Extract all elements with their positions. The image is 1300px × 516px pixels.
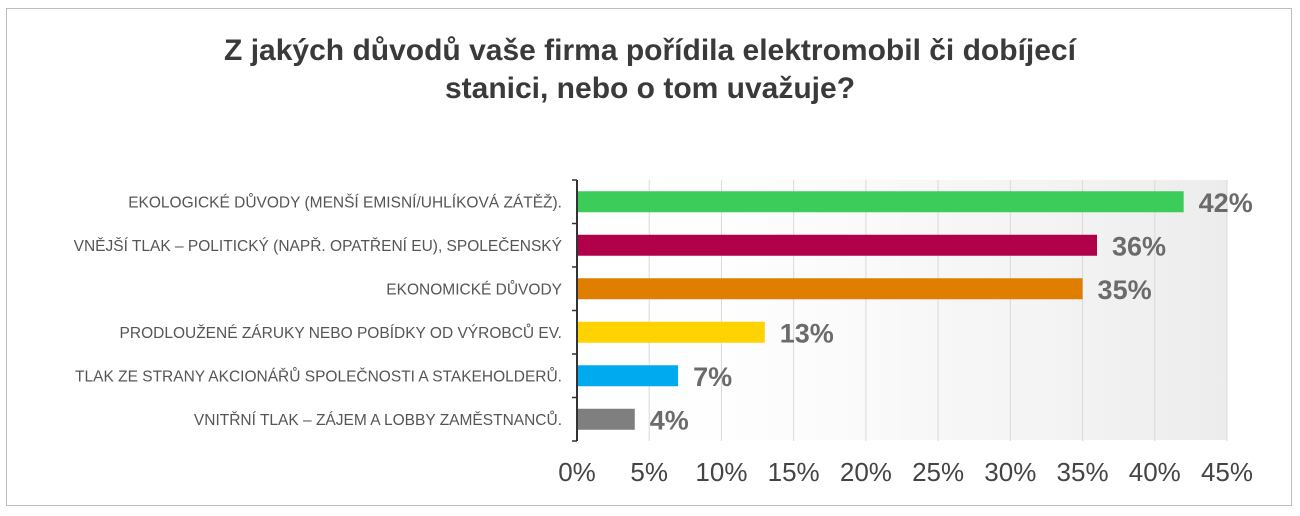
bar [578,234,1097,256]
chart-title-line-1: Z jakých důvodů vaše firma pořídila elek… [224,34,1076,67]
category-label: TLAK ZE STRANY AKCIONÁŘŮ SPOLEČNOSTI A S… [75,367,562,385]
plot-area [577,180,1227,440]
bar [578,321,765,343]
x-tick-label: 20% [840,457,892,487]
x-tick-label: 0% [558,457,596,487]
category-label: PRODLOUŽENÉ ZÁRUKY NEBO POBÍDKY OD VÝROB… [120,324,562,342]
category-label: EKOLOGICKÉ DŮVODY (MENŠÍ EMISNÍ/UHLÍKOVÁ… [128,193,562,211]
x-tick-label: 35% [1057,457,1109,487]
x-tick-label: 30% [984,457,1036,487]
value-labels: 42% 36% 35% 13% 7%4% [650,188,1253,436]
bar [578,278,1083,300]
x-tick-label: 5% [630,457,668,487]
value-label: 35% [1098,275,1152,305]
x-tick-label: 45% [1201,457,1253,487]
x-tick-label: 15% [768,457,820,487]
bar [578,408,635,430]
value-label: 7% [693,362,732,392]
value-label: 13% [780,318,834,348]
category-label: VNĚJŠÍ TLAK – POLITICKÝ (NAPŘ. OPATŘENÍ … [74,238,562,255]
value-label: 36% [1112,231,1166,261]
value-label: 42% [1199,188,1253,218]
chart-title-line-2: stanici, nebo o tom uvažuje? [444,72,856,105]
gridlines [648,180,1228,441]
bars [578,191,1184,430]
bar [578,365,679,387]
bar [578,191,1184,213]
category-label: EKONOMICKÉ DŮVODY [386,280,562,298]
y-axis [572,179,578,442]
category-label: VNITŘNÍ TLAK – ZÁJEM A LOBBY ZAMĚSTNANCŮ… [194,411,562,429]
value-label: 4% [650,405,689,435]
x-tick-label: 10% [695,457,747,487]
chart-title: Z jakých důvodů vaše firma pořídila elek… [120,32,1180,108]
x-tick-label: 25% [912,457,964,487]
x-tick-labels: 0% 5% 10% 15% 20% 25% 30% 35% 40% 45% [558,457,1253,487]
x-tick-label: 40% [1129,457,1181,487]
category-labels: EKOLOGICKÉ DŮVODY (MENŠÍ EMISNÍ/UHLÍKOVÁ… [74,193,562,429]
